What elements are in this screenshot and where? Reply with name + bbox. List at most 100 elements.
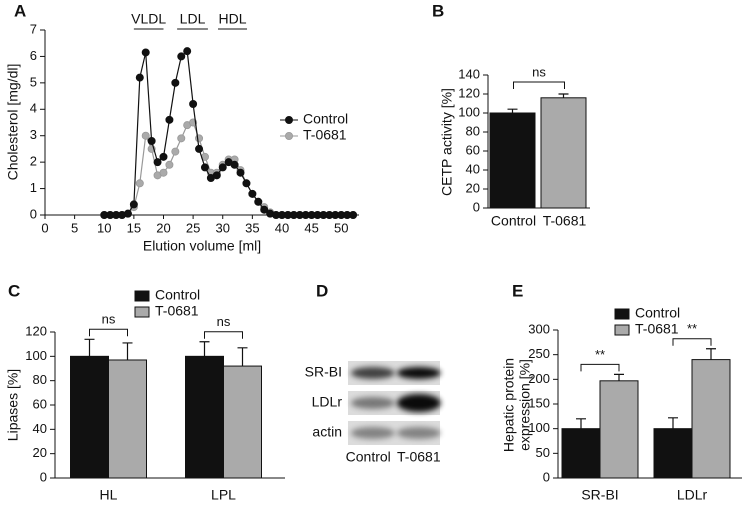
legend-label: T-0681 (303, 127, 347, 143)
error-bar (558, 93, 569, 98)
y-tick-label: 100 (25, 348, 47, 363)
column-label: T-0681 (397, 449, 441, 465)
y-tick-label: 20 (466, 180, 480, 195)
legend-label: T-0681 (155, 303, 199, 319)
data-point (135, 179, 144, 188)
data-point (159, 168, 168, 177)
x-tick-label: LDLr (677, 487, 708, 503)
data-point (177, 52, 186, 61)
x-tick-label: 35 (245, 220, 259, 235)
region-label: LDL (180, 11, 206, 27)
bar (108, 359, 147, 479)
data-point (349, 210, 358, 219)
column-label: Control (346, 449, 391, 465)
panel-letter: D (316, 281, 328, 300)
y-tick-label: 120 (458, 85, 480, 100)
row-label: LDLr (312, 394, 343, 410)
x-tick-label: 20 (156, 220, 170, 235)
data-point (141, 131, 150, 140)
legend-swatch (614, 308, 630, 320)
significance-bracket (204, 331, 243, 339)
x-tick-label: SR-BI (581, 487, 618, 503)
bar (599, 380, 639, 479)
bar (691, 359, 731, 479)
bar (223, 365, 262, 479)
data-point (189, 100, 198, 109)
data-point (200, 163, 209, 172)
error-bar (706, 348, 716, 360)
bar (540, 97, 587, 209)
significance-label: ns (217, 314, 231, 329)
error-bar (576, 418, 586, 429)
significance-bracket (580, 363, 620, 372)
data-point (242, 179, 251, 188)
data-point (123, 209, 132, 218)
y-tick-label: 5 (30, 74, 37, 89)
y-axis-label: Lipases [%] (5, 369, 21, 441)
error-bar (507, 108, 518, 113)
significance-bracket (672, 338, 712, 346)
row-label: SR-BI (305, 364, 342, 380)
region-label: HDL (219, 11, 247, 27)
y-tick-label: 40 (33, 421, 47, 436)
x-axis-label: Elution volume [ml] (143, 238, 261, 254)
y-tick-label: 250 (528, 346, 550, 361)
error-bar (122, 342, 133, 360)
bar (489, 112, 536, 209)
data-point (254, 197, 263, 206)
legend-label: Control (303, 111, 348, 127)
legend-label: T-0681 (635, 321, 679, 337)
y-tick-label: 40 (466, 161, 480, 176)
y-axis-label: expression [%] (517, 359, 533, 451)
error-bar (237, 347, 248, 367)
x-tick-label: 40 (275, 220, 289, 235)
significance-label: ** (687, 321, 697, 336)
data-point (141, 48, 150, 57)
y-tick-label: 80 (33, 372, 47, 387)
y-tick-label: 100 (528, 420, 550, 435)
x-tick-label: 15 (127, 220, 141, 235)
error-bar (668, 417, 678, 429)
y-tick-label: 0 (30, 206, 37, 221)
bar (653, 428, 693, 479)
significance-label: ns (532, 64, 546, 79)
data-point (260, 205, 269, 214)
y-axis-label: Hepatic protein (501, 358, 517, 452)
y-tick-label: 3 (30, 127, 37, 142)
data-point (236, 168, 245, 177)
y-tick-label: 6 (30, 48, 37, 63)
y-tick-label: 100 (458, 104, 480, 119)
legend-label: Control (635, 305, 680, 321)
y-tick-label: 150 (528, 395, 550, 410)
x-tick-label: 10 (97, 220, 111, 235)
legend-swatch (134, 290, 150, 302)
x-tick-label: 25 (186, 220, 200, 235)
x-tick-label: Control (491, 213, 536, 229)
legend-label: Control (155, 287, 200, 303)
y-tick-label: 60 (466, 142, 480, 157)
data-point (212, 171, 221, 180)
y-tick-label: 0 (40, 469, 47, 484)
x-tick-label: LPL (211, 487, 236, 503)
data-point (183, 47, 192, 56)
data-point (165, 160, 174, 169)
blot-band (350, 427, 395, 439)
y-tick-label: 0 (543, 469, 550, 484)
bar (561, 428, 601, 479)
y-axis-label: CETP activity [%] (439, 88, 455, 196)
data-point (248, 189, 257, 198)
y-tick-label: 200 (528, 371, 550, 386)
row-label: actin (312, 424, 342, 440)
data-point (171, 78, 180, 87)
error-bar (614, 373, 624, 381)
y-tick-label: 2 (30, 154, 37, 169)
significance-label: ns (102, 312, 116, 327)
data-point (177, 134, 186, 143)
bar (70, 355, 109, 479)
legend-marker (284, 131, 293, 140)
x-tick-label: HL (100, 487, 118, 503)
data-point (195, 134, 204, 143)
y-tick-label: 50 (536, 445, 550, 460)
bar (185, 355, 224, 479)
